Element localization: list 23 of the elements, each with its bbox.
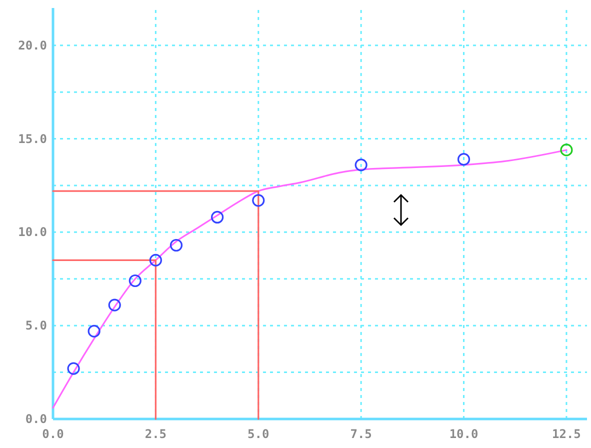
point <box>354 158 368 172</box>
point <box>88 324 100 338</box>
y-tick-label: 0.0 <box>25 412 47 426</box>
point <box>108 298 121 312</box>
point <box>128 274 142 288</box>
point <box>560 144 573 156</box>
x-tick-label: 0.0 <box>42 427 64 441</box>
x-tick-label: 7.5 <box>350 427 372 441</box>
point <box>457 153 470 166</box>
y-tick-label: 5.0 <box>25 318 47 333</box>
point <box>149 254 162 266</box>
point <box>67 362 80 375</box>
line-series <box>52 149 568 409</box>
y-tick-label: 15.0 <box>18 132 47 146</box>
x-tick-label: 2.5 <box>144 427 167 441</box>
y-tick-label: 20.0 <box>18 38 47 52</box>
x-tick-label: 5.0 <box>248 427 270 441</box>
x-tick-label: 10.0 <box>449 427 478 441</box>
point <box>252 194 265 207</box>
point <box>211 210 224 224</box>
y-tick-label: 10.0 <box>18 225 47 240</box>
point <box>170 238 183 252</box>
x-tick-label: 12.5 <box>552 427 581 441</box>
